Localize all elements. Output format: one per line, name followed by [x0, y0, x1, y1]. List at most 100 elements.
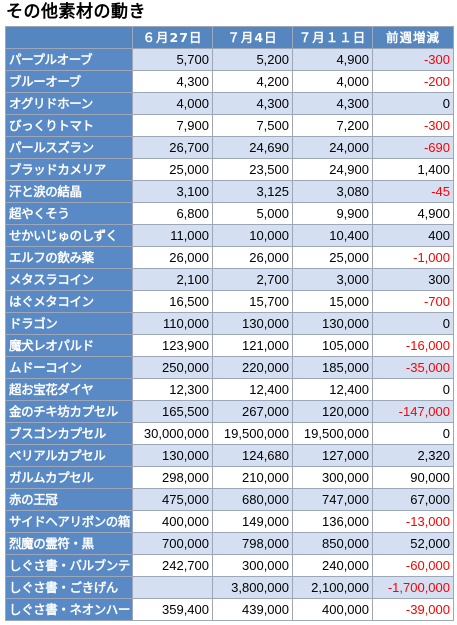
item-name: 超やくそう: [5, 202, 133, 225]
price-jun27: 6,800: [132, 202, 213, 225]
price-jul11: 136,000: [292, 510, 373, 533]
item-name: メタスラコイン: [5, 268, 133, 291]
price-jul4: 130,000: [212, 312, 293, 335]
price-jul4: 2,700: [212, 268, 293, 291]
price-jul4: 4,300: [212, 92, 293, 115]
price-jul4: 149,000: [212, 510, 293, 533]
price-jun27: 16,500: [132, 290, 213, 313]
weekly-change: 0: [372, 422, 454, 445]
weekly-change: 4,900: [372, 202, 454, 225]
price-jul11: 12,400: [292, 378, 373, 401]
price-jul11: 4,300: [292, 92, 373, 115]
price-jun27: 359,400: [132, 598, 213, 621]
header-weekly-change: 前週増減: [372, 26, 454, 49]
price-jul4: 5,000: [212, 202, 293, 225]
table-row: パールスズラン 26,700 24,690 24,000 -690: [5, 136, 454, 159]
item-name: 汗と涙の結晶: [5, 180, 133, 203]
price-jul4: 24,690: [212, 136, 293, 159]
table-row: ブラッドカメリア 25,000 23,500 24,900 1,400: [5, 158, 454, 181]
price-jun27: 130,000: [132, 444, 213, 467]
price-jul4: 19,500,000: [212, 422, 293, 445]
price-jun27: 4,300: [132, 70, 213, 93]
price-jul11: 4,900: [292, 48, 373, 71]
weekly-change: 0: [372, 378, 454, 401]
price-jul4: 3,125: [212, 180, 293, 203]
item-name: エルフの飲み薬: [5, 246, 133, 269]
table-row: サイドヘアリボンの箱 400,000 149,000 136,000 -13,000: [5, 510, 454, 533]
price-jul4: 680,000: [212, 488, 293, 511]
weekly-change: -690: [372, 136, 454, 159]
item-name: 魔犬レオパルド: [5, 334, 133, 357]
price-jul11: 10,400: [292, 224, 373, 247]
weekly-change: -200: [372, 70, 454, 93]
price-jul4: 300,000: [212, 554, 293, 577]
price-jul4: 220,000: [212, 356, 293, 379]
table-row: パープルオーブ 5,700 5,200 4,900 -300: [5, 48, 454, 71]
price-jun27: 165,500: [132, 400, 213, 423]
price-jul4: 124,680: [212, 444, 293, 467]
table-row: ムドーコイン 250,000 220,000 185,000 -35,000: [5, 356, 454, 379]
table-row: しぐさ書・ごきげん 3,800,000 2,100,000 -1,700,000: [5, 576, 454, 599]
weekly-change: -13,000: [372, 510, 454, 533]
price-jun27: 11,000: [132, 224, 213, 247]
weekly-change: -16,000: [372, 334, 454, 357]
price-jun27: [132, 576, 213, 599]
price-jun27: 4,000: [132, 92, 213, 115]
price-jul11: 850,000: [292, 532, 373, 555]
table-row: びっくりトマト 7,900 7,500 7,200 -300: [5, 114, 454, 137]
price-jul11: 24,000: [292, 136, 373, 159]
price-jul4: 5,200: [212, 48, 293, 71]
weekly-change: -300: [372, 114, 454, 137]
price-jul11: 240,000: [292, 554, 373, 577]
price-jun27: 2,100: [132, 268, 213, 291]
item-name: ベリアルカプセル: [5, 444, 133, 467]
price-jul11: 19,500,000: [292, 422, 373, 445]
table-header-row: ６月27日 ７月4日 ７月１１日 前週増減: [5, 26, 454, 49]
price-jun27: 5,700: [132, 48, 213, 71]
table-row: メタスラコイン 2,100 2,700 3,000 300: [5, 268, 454, 291]
price-jun27: 123,900: [132, 334, 213, 357]
item-name: びっくりトマト: [5, 114, 133, 137]
price-jun27: 298,000: [132, 466, 213, 489]
item-name: せかいじゅのしずく: [5, 224, 133, 247]
weekly-change: 90,000: [372, 466, 454, 489]
price-jul4: 10,000: [212, 224, 293, 247]
price-jun27: 3,100: [132, 180, 213, 203]
price-jul4: 4,200: [212, 70, 293, 93]
item-name: しぐさ書・ネオンハート: [5, 598, 133, 621]
item-name: ムドーコイン: [5, 356, 133, 379]
table-row: ドラゴン 110,000 130,000 130,000 0: [5, 312, 454, 335]
price-jun27: 700,000: [132, 532, 213, 555]
price-jun27: 250,000: [132, 356, 213, 379]
price-jul4: 15,700: [212, 290, 293, 313]
header-jul11: ７月１１日: [292, 26, 373, 49]
price-jul11: 25,000: [292, 246, 373, 269]
item-name: しぐさ書・バルブンテ: [5, 554, 133, 577]
weekly-change: 1,400: [372, 158, 454, 181]
price-jul11: 130,000: [292, 312, 373, 335]
price-jul11: 120,000: [292, 400, 373, 423]
weekly-change: -35,000: [372, 356, 454, 379]
item-name: 烈魔の霊符・黒: [5, 532, 133, 555]
price-jun27: 110,000: [132, 312, 213, 335]
table-row: ブルーオーブ 4,300 4,200 4,000 -200: [5, 70, 454, 93]
table-row: 魔犬レオパルド 123,900 121,000 105,000 -16,000: [5, 334, 454, 357]
item-name: しぐさ書・ごきげん: [5, 576, 133, 599]
weekly-change: 0: [372, 312, 454, 335]
price-jul11: 2,100,000: [292, 576, 373, 599]
table-row: ブスゴンカプセル 30,000,000 19,500,000 19,500,000 0: [5, 422, 454, 445]
table-row: 烈魔の霊符・黒 700,000 798,000 850,000 52,000: [5, 532, 454, 555]
materials-price-table: ６月27日 ７月4日 ７月１１日 前週増減 パープルオーブ 5,700 5,200 4…: [5, 26, 454, 621]
item-name: ドラゴン: [5, 312, 133, 335]
header-jun27: ６月27日: [132, 26, 213, 49]
table-body: パープルオーブ 5,700 5,200 4,900 -300 ブルーオーブ 4,300 4,…: [5, 48, 454, 621]
weekly-change: 52,000: [372, 532, 454, 555]
header-jul4: ７月4日: [212, 26, 293, 49]
table-row: 汗と涙の結晶 3,100 3,125 3,080 -45: [5, 180, 454, 203]
table-row: 赤の王冠 475,000 680,000 747,000 67,000: [5, 488, 454, 511]
table-row: せかいじゅのしずく 11,000 10,000 10,400 400: [5, 224, 454, 247]
item-name: オグリドホーン: [5, 92, 133, 115]
price-jul4: 267,000: [212, 400, 293, 423]
price-jul11: 3,080: [292, 180, 373, 203]
header-corner: [5, 26, 133, 49]
